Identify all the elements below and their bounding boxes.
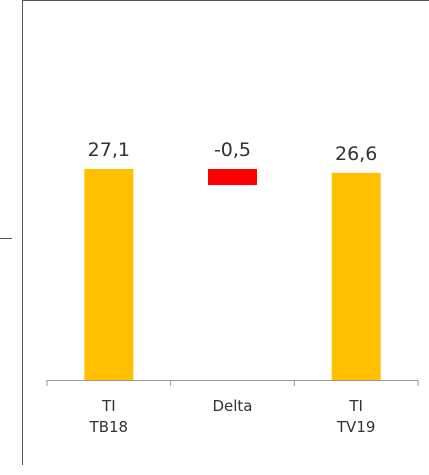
x-tick-label: TI TB18	[89, 397, 129, 436]
x-tick-label: Delta	[212, 397, 253, 415]
value-label: -0,5	[213, 139, 252, 161]
x-tick-label: TI TV19	[336, 397, 376, 436]
bar	[331, 172, 381, 380]
value-label: 26,6	[335, 142, 378, 165]
bar	[84, 169, 134, 380]
bar	[208, 169, 257, 185]
value-label: 27,1	[87, 139, 130, 161]
